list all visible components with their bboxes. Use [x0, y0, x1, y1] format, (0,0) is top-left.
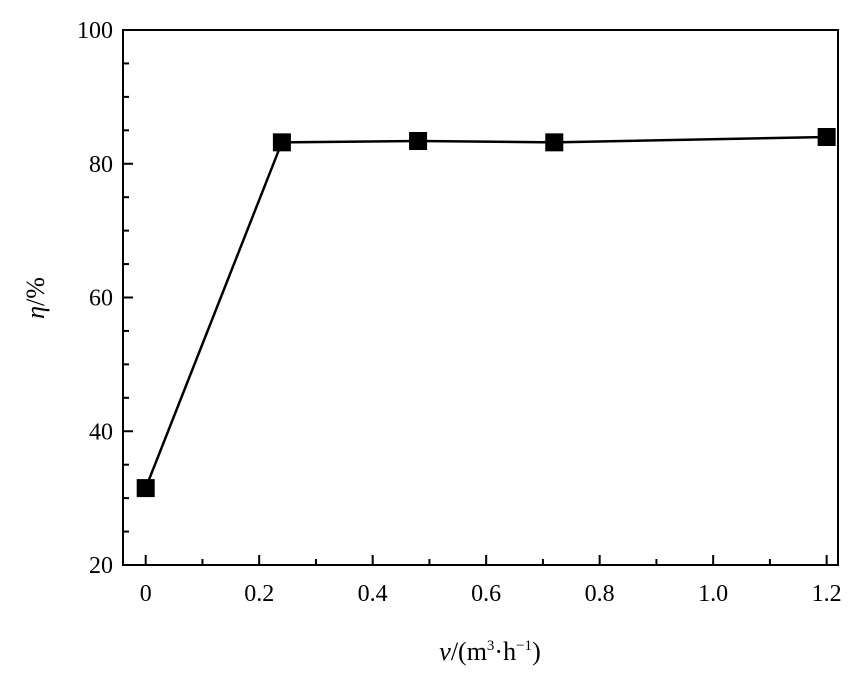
data-point: [817, 128, 836, 146]
data-point: [272, 133, 291, 152]
x-axis-sup2: −1: [516, 638, 532, 654]
series-line: [144, 135, 827, 489]
data-point: [545, 133, 564, 152]
y-tick-label: 40: [89, 419, 113, 445]
x-axis-var: v: [439, 637, 451, 666]
x-tick-label: 1.2: [812, 581, 842, 607]
data-point: [136, 479, 155, 498]
x-tick-label: 0.8: [585, 581, 615, 607]
y-tick-label: 20: [89, 553, 113, 579]
x-tick-label: 0.4: [358, 581, 388, 607]
x-axis-label: v/(m3·h−1): [439, 637, 540, 666]
x-axis-mid: ·h: [494, 637, 516, 666]
plot-frame: [122, 29, 839, 566]
y-axis-var: η: [21, 306, 50, 319]
ticks: [123, 29, 828, 566]
x-tick-label: 0: [140, 581, 152, 607]
y-axis-label: η/%: [21, 277, 50, 319]
x-axis-open: /(m: [451, 637, 487, 666]
x-tick-label: 1.0: [698, 581, 728, 607]
data-point: [409, 132, 428, 151]
y-tick-label: 100: [77, 18, 113, 44]
tick-labels: 0 0.2 0.4 0.6 0.8 1.0 1.2 20 40 60 80 100: [77, 18, 842, 607]
y-tick-label: 80: [89, 152, 113, 178]
x-axis-close: ): [532, 637, 541, 666]
x-tick-label: 0.2: [244, 581, 274, 607]
x-axis-sup1: 3: [487, 638, 495, 654]
y-axis-unit: /%: [21, 277, 50, 306]
x-tick-label: 0.6: [471, 581, 501, 607]
y-tick-label: 60: [89, 286, 113, 312]
series-layer: [136, 128, 836, 498]
